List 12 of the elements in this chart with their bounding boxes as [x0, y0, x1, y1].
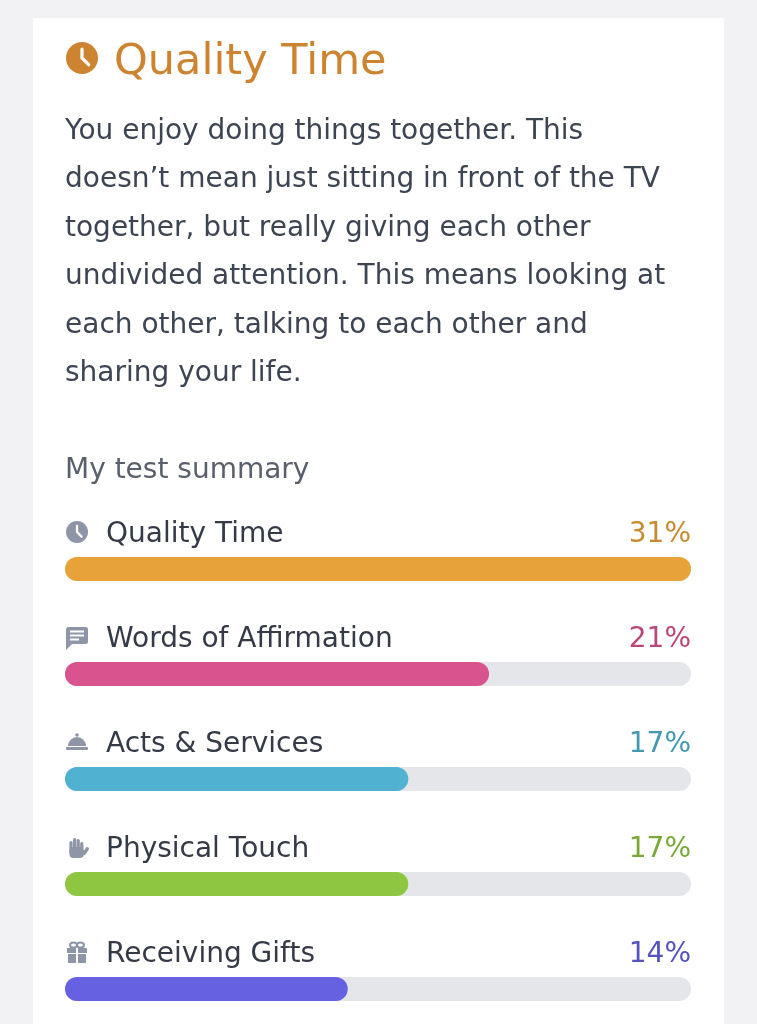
y-tick-label: Physical Touch [106, 831, 310, 864]
y-tick-label: Quality Time [106, 516, 284, 549]
data-label: 17% [628, 831, 691, 864]
data-label: 21% [628, 621, 691, 654]
y-tick-label: Acts & Services [106, 726, 324, 759]
data-label: 31% [628, 516, 691, 549]
y-tick-label: Receiving Gifts [106, 936, 316, 969]
annotation: My test summary [65, 452, 310, 485]
data-label: 14% [628, 936, 691, 969]
y-tick-label: Words of Affirmation [106, 621, 393, 654]
data-label: 17% [628, 726, 691, 759]
chart-subtitle: You enjoy doing things together. This doesn’t mean just sitting in front of the TV together, but really giving each other undivided attention. This means looking at each other, talking to each other and sharing your life. [64, 113, 666, 388]
